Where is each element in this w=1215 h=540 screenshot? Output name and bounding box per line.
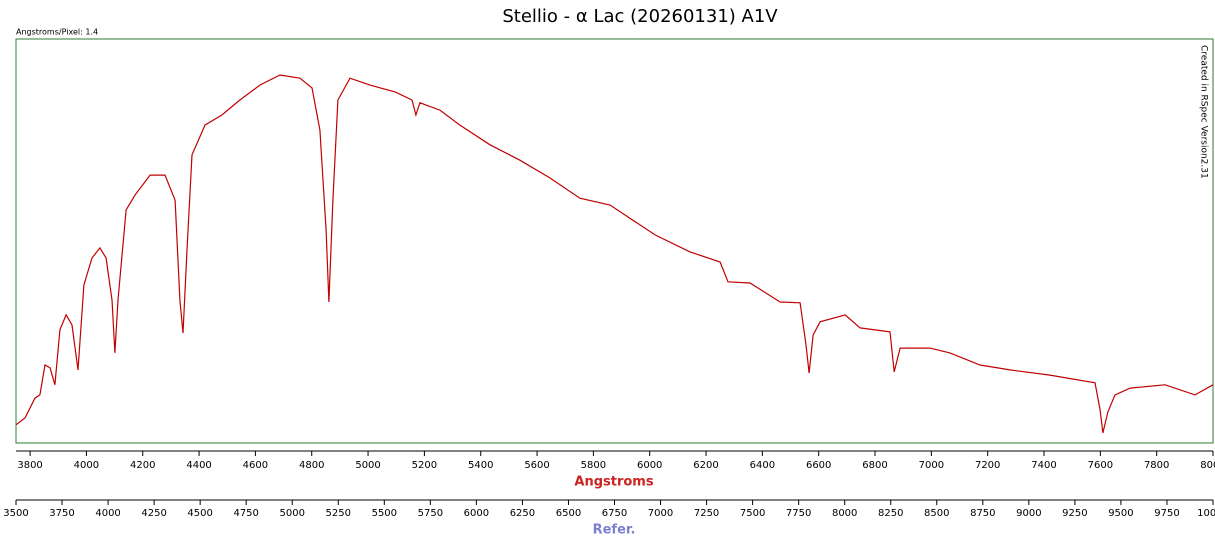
x2-tick-label: 3750 bbox=[49, 508, 74, 519]
x-tick-label: 7000 bbox=[919, 460, 944, 471]
x-tick-label: 7200 bbox=[975, 460, 1000, 471]
x2-tick-label: 6750 bbox=[602, 508, 627, 519]
x-tick-label: 5000 bbox=[355, 460, 380, 471]
x2-tick-label: 9750 bbox=[1154, 508, 1179, 519]
x-axis-label: Angstroms bbox=[574, 475, 653, 490]
x2-tick-label: 5250 bbox=[326, 508, 351, 519]
x-tick-label: 7400 bbox=[1031, 460, 1056, 471]
x-tick-label: 4000 bbox=[74, 460, 99, 471]
x-tick-label: 5400 bbox=[468, 460, 493, 471]
x2-tick-label: 9250 bbox=[1062, 508, 1087, 519]
x2-tick-label: 4250 bbox=[141, 508, 166, 519]
x2-tick-label: 7500 bbox=[740, 508, 765, 519]
x2-axis-label: Refer. bbox=[593, 523, 636, 538]
x-tick-label: 7600 bbox=[1088, 460, 1113, 471]
x-tick-label: 6800 bbox=[862, 460, 887, 471]
x2-tick-label: 6250 bbox=[510, 508, 535, 519]
x-tick-label: 3800 bbox=[17, 460, 42, 471]
x2-tick-label: 6000 bbox=[464, 508, 489, 519]
x-tick-label: 6200 bbox=[693, 460, 718, 471]
subtitle: Angstroms/Pixel: 1.4 bbox=[16, 28, 98, 37]
x-tick-label: 5800 bbox=[581, 460, 606, 471]
x-tick-label: 4600 bbox=[243, 460, 268, 471]
chart-title: Stellio - α Lac (20260131) A1V bbox=[502, 6, 778, 27]
x2-tick-label: 9500 bbox=[1108, 508, 1133, 519]
x-tick-label: 4200 bbox=[130, 460, 155, 471]
x2-tick-label: 4750 bbox=[233, 508, 258, 519]
x2-tick-label: 5000 bbox=[280, 508, 305, 519]
x2-tick-label: 5750 bbox=[418, 508, 443, 519]
x-tick-label: 6400 bbox=[750, 460, 775, 471]
x-tick-label: 6600 bbox=[806, 460, 831, 471]
x-tick-label: 7800 bbox=[1144, 460, 1169, 471]
x2-tick-label: 7250 bbox=[694, 508, 719, 519]
x2-tick-label: 10000 bbox=[1197, 508, 1215, 519]
x-tick-label: 8000 bbox=[1200, 460, 1215, 471]
x2-tick-label: 4500 bbox=[187, 508, 212, 519]
x2-tick-label: 8000 bbox=[832, 508, 857, 519]
x2-tick-label: 7000 bbox=[648, 508, 673, 519]
x-tick-label: 4800 bbox=[299, 460, 324, 471]
x-tick-label: 5600 bbox=[524, 460, 549, 471]
annotation: Created in RSpec Version2.31 bbox=[1199, 45, 1209, 179]
spectrum-line bbox=[15, 74, 1214, 434]
x2-tick-label: 8750 bbox=[970, 508, 995, 519]
x-tick-label: 5200 bbox=[412, 460, 437, 471]
x2-tick-label: 8250 bbox=[878, 508, 903, 519]
x-tick-label: 6000 bbox=[637, 460, 662, 471]
x-tick-label: 4400 bbox=[186, 460, 211, 471]
x2-tick-label: 5500 bbox=[372, 508, 397, 519]
x2-tick-label: 4000 bbox=[95, 508, 120, 519]
x2-tick-label: 7750 bbox=[786, 508, 811, 519]
x2-tick-label: 6500 bbox=[556, 508, 581, 519]
x2-tick-label: 8500 bbox=[924, 508, 949, 519]
plot-frame bbox=[15, 38, 1214, 444]
x2-tick-label: 3500 bbox=[3, 508, 28, 519]
x2-tick-label: 9000 bbox=[1016, 508, 1041, 519]
